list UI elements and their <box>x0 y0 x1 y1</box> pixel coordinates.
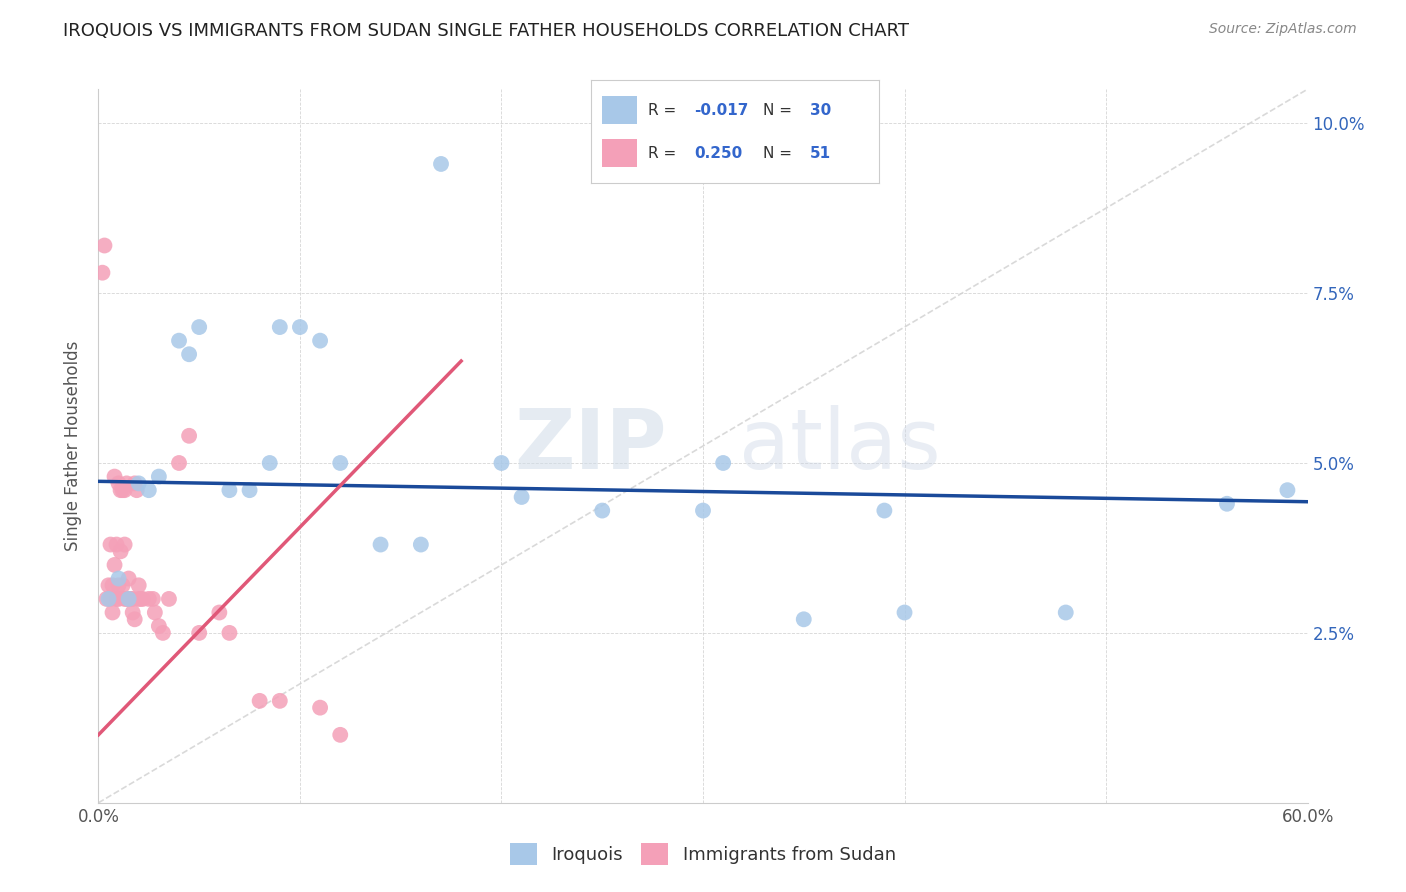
Point <box>129 591 152 606</box>
Point <box>793 612 815 626</box>
Point <box>138 483 160 498</box>
Point <box>167 456 190 470</box>
Point <box>128 578 150 592</box>
Point <box>97 591 120 606</box>
Point <box>430 157 453 171</box>
Point <box>179 429 201 443</box>
Point <box>118 572 141 586</box>
Point <box>370 537 392 551</box>
Point <box>510 490 533 504</box>
Point <box>128 476 150 491</box>
Point <box>105 591 128 606</box>
Point <box>125 483 148 498</box>
Point <box>105 537 128 551</box>
Point <box>893 606 915 620</box>
Point <box>124 476 146 491</box>
Text: Source: ZipAtlas.com: Source: ZipAtlas.com <box>1209 22 1357 37</box>
Point <box>128 591 150 606</box>
Text: atlas: atlas <box>740 406 941 486</box>
Text: R =: R = <box>648 145 676 161</box>
Point <box>93 238 115 252</box>
Point <box>107 572 129 586</box>
Point <box>107 591 129 606</box>
Point <box>118 591 141 606</box>
Bar <box>602 139 637 168</box>
Point <box>269 320 291 334</box>
Text: -0.017: -0.017 <box>695 103 748 118</box>
Point <box>711 456 734 470</box>
Text: 51: 51 <box>810 145 831 161</box>
Point <box>873 503 896 517</box>
Point <box>188 626 211 640</box>
Point <box>1277 483 1299 498</box>
Point <box>148 619 170 633</box>
Point <box>110 544 132 558</box>
Point <box>269 694 291 708</box>
Point <box>591 503 613 517</box>
Point <box>103 469 125 483</box>
Text: ZIP: ZIP <box>515 406 666 486</box>
Point <box>111 483 134 498</box>
Point <box>96 591 118 606</box>
Point <box>179 347 201 361</box>
Text: N =: N = <box>763 103 793 118</box>
Point <box>114 483 136 498</box>
Y-axis label: Single Father Households: Single Father Households <box>65 341 83 551</box>
Point <box>329 456 352 470</box>
Point <box>143 606 166 620</box>
Legend: Iroquois, Immigrants from Sudan: Iroquois, Immigrants from Sudan <box>503 836 903 872</box>
Point <box>114 537 136 551</box>
Point <box>309 334 332 348</box>
Point <box>100 591 122 606</box>
Point <box>249 694 271 708</box>
Text: 0.250: 0.250 <box>695 145 742 161</box>
Point <box>138 591 160 606</box>
Point <box>157 591 180 606</box>
Point <box>148 469 170 483</box>
Point <box>107 476 129 491</box>
Point <box>409 537 432 551</box>
Point <box>124 612 146 626</box>
Point <box>120 591 142 606</box>
Point <box>118 591 141 606</box>
Text: 30: 30 <box>810 103 831 118</box>
Point <box>142 591 165 606</box>
Point <box>121 591 143 606</box>
Point <box>239 483 262 498</box>
Point <box>110 483 132 498</box>
Point <box>259 456 281 470</box>
Point <box>1054 606 1077 620</box>
Point <box>115 591 138 606</box>
Point <box>121 606 143 620</box>
Point <box>115 476 138 491</box>
Point <box>188 320 211 334</box>
Point <box>1216 497 1239 511</box>
Point <box>101 606 124 620</box>
Point <box>218 483 240 498</box>
Point <box>103 558 125 572</box>
Point <box>100 537 122 551</box>
Point <box>288 320 311 334</box>
Point <box>132 591 155 606</box>
Text: R =: R = <box>648 103 676 118</box>
Point <box>111 578 134 592</box>
Point <box>309 700 332 714</box>
Point <box>91 266 114 280</box>
Point <box>152 626 174 640</box>
Point <box>218 626 240 640</box>
Point <box>107 578 129 592</box>
Point <box>101 578 124 592</box>
Point <box>167 334 190 348</box>
Point <box>114 591 136 606</box>
Bar <box>602 95 637 124</box>
Point <box>491 456 513 470</box>
Text: IROQUOIS VS IMMIGRANTS FROM SUDAN SINGLE FATHER HOUSEHOLDS CORRELATION CHART: IROQUOIS VS IMMIGRANTS FROM SUDAN SINGLE… <box>63 22 910 40</box>
Point <box>329 728 352 742</box>
Point <box>692 503 714 517</box>
Point <box>97 578 120 592</box>
Text: N =: N = <box>763 145 793 161</box>
Point <box>208 606 231 620</box>
